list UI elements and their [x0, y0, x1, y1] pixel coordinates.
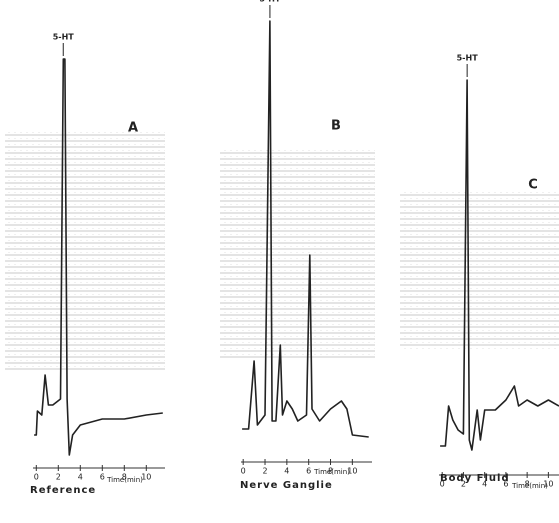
chromatogram-trace — [34, 58, 163, 456]
panel-caption: Reference — [30, 485, 96, 496]
x-tick-label: 4 — [284, 467, 289, 476]
x-tick-label: 6 — [306, 467, 311, 476]
x-tick-label: 8 — [525, 480, 530, 489]
panel-label: C — [528, 178, 538, 193]
x-tick-label: 8 — [122, 473, 127, 482]
paper-grid — [400, 190, 559, 350]
x-tick-label: 10 — [347, 467, 357, 476]
paper-grid — [220, 150, 375, 360]
x-tick-label: 2 — [461, 480, 466, 489]
x-tick-label: 6 — [503, 480, 508, 489]
chromatogram-trace — [242, 20, 369, 438]
chromatogram-trace — [440, 79, 559, 451]
x-tick-label: 0 — [440, 480, 445, 489]
x-tick-label: 2 — [262, 467, 267, 476]
x-tick-label: 2 — [56, 473, 61, 482]
x-axis-label: Time(min) — [511, 482, 548, 490]
panel-label: B — [331, 119, 341, 134]
peak-annotation: 5-HT — [457, 54, 479, 63]
x-axis-label: Time(min) — [106, 476, 143, 484]
x-tick-label: 6 — [100, 473, 105, 482]
x-tick-label: 0 — [241, 467, 246, 476]
x-tick-label: 4 — [78, 473, 83, 482]
x-tick-label: 10 — [543, 480, 553, 489]
peak-annotation: 5-HT — [53, 33, 75, 42]
x-tick-label: 4 — [482, 480, 487, 489]
panel-label: A — [128, 121, 138, 136]
peak-annotation: 5-HT — [259, 0, 281, 4]
x-tick-label: 8 — [328, 467, 333, 476]
x-tick-label: 0 — [34, 473, 39, 482]
paper-grid — [5, 130, 165, 370]
x-axis-label: Time(min) — [313, 468, 350, 476]
panel-caption: Nerve Ganglie — [240, 480, 333, 491]
x-tick-label: 10 — [141, 473, 151, 482]
panel-caption: Body Fluid — [440, 473, 510, 484]
